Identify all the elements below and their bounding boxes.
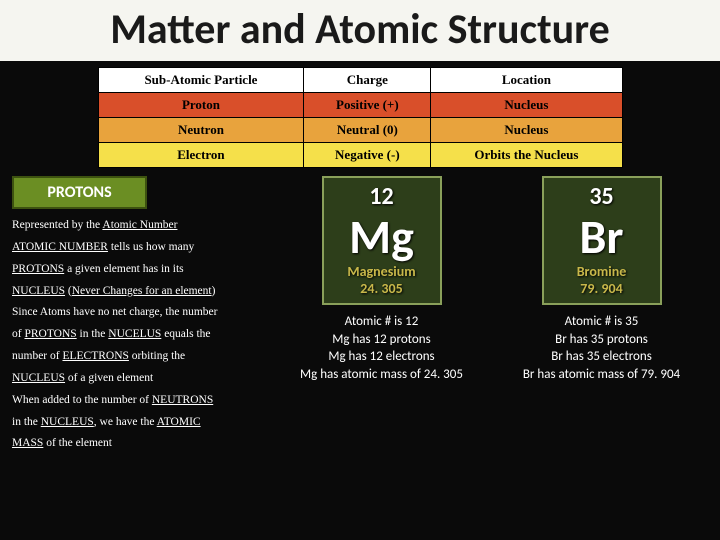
desc-line: Since Atoms have no net charge, the numb… xyxy=(12,302,267,324)
element-symbol: Br xyxy=(544,213,660,261)
table-cell: Neutron xyxy=(98,118,304,143)
table-cell: Nucleus xyxy=(431,93,622,118)
table-row: ElectronNegative (-)Orbits the Nucleus xyxy=(98,143,622,168)
element-facts: Atomic # is 35Br has 35 protonsBr has 35… xyxy=(502,313,702,383)
table-row: ProtonPositive (+)Nucleus xyxy=(98,93,622,118)
col-location: Location xyxy=(431,68,622,93)
element-column: 35BrBromine79. 904Atomic # is 35Br has 3… xyxy=(502,176,702,455)
element-facts: Atomic # is 12Mg has 12 protonsMg has 12… xyxy=(282,313,482,383)
table-cell: Proton xyxy=(98,93,304,118)
table-cell: Orbits the Nucleus xyxy=(431,143,622,168)
element-tile: 12MgMagnesium24. 305 xyxy=(322,176,442,305)
desc-line: MASS of the element xyxy=(12,433,267,455)
protons-badge: PROTONS xyxy=(12,176,147,209)
fact-line: Br has atomic mass of 79. 904 xyxy=(502,366,702,384)
col-particle: Sub-Atomic Particle xyxy=(98,68,304,93)
fact-line: Mg has 12 electrons xyxy=(282,348,482,366)
element-column: 12MgMagnesium24. 305Atomic # is 12Mg has… xyxy=(282,176,482,455)
page-title: Matter and Atomic Structure xyxy=(0,0,720,61)
desc-line: in the NUCLEUS, we have the ATOMIC xyxy=(12,412,267,434)
table-cell: Positive (+) xyxy=(304,93,431,118)
element-tile: 35BrBromine79. 904 xyxy=(542,176,662,305)
atomic-mass: 79. 904 xyxy=(544,280,660,297)
table-cell: Neutral (0) xyxy=(304,118,431,143)
desc-line: NUCLEUS (Never Changes for an element) xyxy=(12,281,267,303)
fact-line: Mg has atomic mass of 24. 305 xyxy=(282,366,482,384)
fact-line: Br has 35 protons xyxy=(502,331,702,349)
desc-line: ATOMIC NUMBER tells us how many xyxy=(12,237,267,259)
fact-line: Atomic # is 12 xyxy=(282,313,482,331)
particle-table: Sub-Atomic Particle Charge Location Prot… xyxy=(98,67,623,168)
desc-line: NUCLEUS of a given element xyxy=(12,368,267,390)
fact-line: Br has 35 electrons xyxy=(502,348,702,366)
desc-line: of PROTONS in the NUCELUS equals the xyxy=(12,324,267,346)
table-header-row: Sub-Atomic Particle Charge Location xyxy=(98,68,622,93)
table-row: NeutronNeutral (0)Nucleus xyxy=(98,118,622,143)
desc-line: PROTONS a given element has in its xyxy=(12,259,267,281)
table-cell: Nucleus xyxy=(431,118,622,143)
desc-line: Represented by the Atomic Number xyxy=(12,215,267,237)
element-symbol: Mg xyxy=(324,213,440,261)
table-cell: Negative (-) xyxy=(304,143,431,168)
protons-description: PROTONS Represented by the Atomic Number… xyxy=(12,176,267,455)
desc-line: When added to the number of NEUTRONS xyxy=(12,390,267,412)
element-name: Bromine xyxy=(544,263,660,280)
fact-line: Atomic # is 35 xyxy=(502,313,702,331)
element-name: Magnesium xyxy=(324,263,440,280)
atomic-mass: 24. 305 xyxy=(324,280,440,297)
table-cell: Electron xyxy=(98,143,304,168)
desc-line: number of ELECTRONS orbiting the xyxy=(12,346,267,368)
col-charge: Charge xyxy=(304,68,431,93)
fact-line: Mg has 12 protons xyxy=(282,331,482,349)
